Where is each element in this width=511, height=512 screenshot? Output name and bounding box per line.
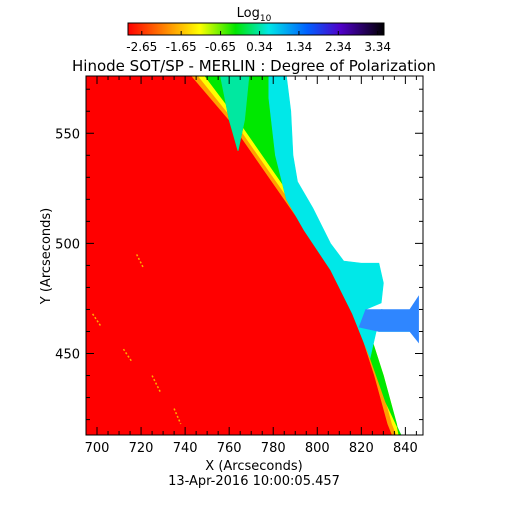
- colorbar-label-base: Log: [237, 6, 260, 21]
- heatmap-region-5: [358, 295, 419, 344]
- x-tick-label: 740: [173, 441, 198, 456]
- streak-1: [122, 348, 133, 363]
- plot-frame: [85, 75, 424, 436]
- colorbar-tick-label: 0.34: [246, 40, 273, 54]
- x-tick-label: 780: [261, 441, 286, 456]
- chart-title: Hinode SOT/SP - MERLIN : Degree of Polar…: [72, 57, 436, 75]
- y-tick-label: 450: [55, 348, 80, 363]
- x-tick-label: 720: [129, 441, 154, 456]
- colorbar-tick-label: 3.34: [364, 40, 391, 54]
- x-tick-label: 840: [393, 441, 418, 456]
- colorbar-label: Log10: [237, 6, 272, 24]
- heatmap-regions: [86, 76, 419, 435]
- x-axis: 700 720 740 760 780 800 820 840: [85, 76, 418, 456]
- heatmap-region-6: [220, 76, 250, 151]
- x-axis-label: X (Arcseconds): [205, 459, 302, 474]
- y-tick-label: 500: [55, 237, 80, 252]
- y-axis: 450 500 550: [55, 88, 423, 421]
- colorbar-ticks: -2.65 -1.65 -0.65 0.34 1.34 2.34 3.34: [126, 31, 391, 54]
- colorbar: [127, 22, 385, 36]
- x-tick-label: 820: [349, 441, 374, 456]
- streak-4: [135, 254, 144, 268]
- streak-0: [91, 313, 103, 328]
- colorbar-tick-label: 2.34: [325, 40, 352, 54]
- streak-2: [151, 375, 162, 394]
- x-tick-label: 760: [217, 441, 242, 456]
- colorbar-label-sub: 10: [260, 14, 272, 24]
- polarization-streaks: [91, 254, 182, 425]
- x-tick-label: 800: [305, 441, 330, 456]
- colorbar-tick-label: -2.65: [126, 40, 157, 54]
- colorbar-tick-label: 1.34: [286, 40, 313, 54]
- colorbar-tick-label: -0.65: [205, 40, 236, 54]
- colorbar-tick-label: -1.65: [166, 40, 197, 54]
- timestamp: 13-Apr-2016 10:00:05.457: [168, 474, 340, 489]
- y-tick-label: 550: [55, 127, 80, 142]
- x-tick-label: 700: [85, 441, 110, 456]
- y-axis-label: Y (Arcseconds): [39, 208, 54, 305]
- streak-3: [173, 408, 182, 425]
